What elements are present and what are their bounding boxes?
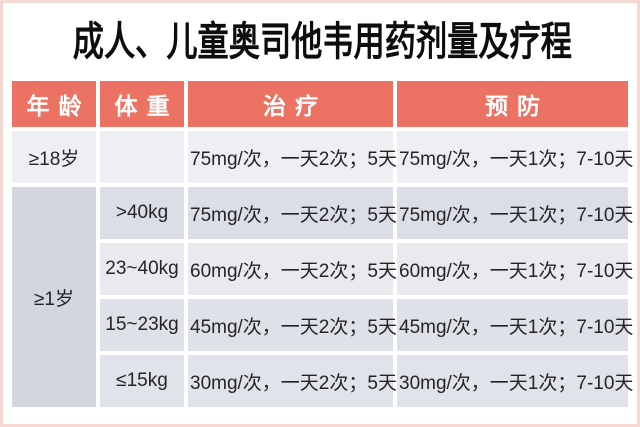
table-row: ≤15kg 30mg/次，一天2次；5天 30mg/次，一天1次；7-10天	[12, 355, 633, 407]
treatment-cell: 60mg/次，一天2次；5天	[188, 243, 397, 295]
table-row: 23~40kg 60mg/次，一天2次；5天 60mg/次，一天1次；7-10天	[12, 243, 633, 295]
table-row: 15~23kg 45mg/次，一天2次；5天 45mg/次，一天1次；7-10天	[12, 299, 633, 351]
prevention-cell: 75mg/次，一天1次；7-10天	[397, 131, 633, 183]
prevention-cell: 45mg/次，一天1次；7-10天	[397, 299, 633, 351]
age-cell: ≥1岁	[12, 187, 96, 407]
prevention-cell: 75mg/次，一天1次；7-10天	[397, 187, 633, 239]
treatment-cell: 75mg/次，一天2次；5天	[188, 187, 397, 239]
age-cell: ≥18岁	[12, 131, 96, 183]
weight-cell: >40kg	[100, 187, 184, 239]
header-row: 年龄 体重 治疗 预防	[12, 81, 628, 127]
prevention-cell: 30mg/次，一天1次；7-10天	[397, 355, 633, 407]
column-header-prevention: 预防	[397, 81, 628, 127]
treatment-cell: 75mg/次，一天2次；5天	[188, 131, 397, 183]
dosage-table: 年龄 体重 治疗 预防 ≥18岁 75mg/次，一天2次；5天 75mg/次，一…	[8, 77, 633, 411]
table-row: ≥18岁 75mg/次，一天2次；5天 75mg/次，一天1次；7-10天	[12, 131, 633, 183]
column-header-treatment: 治疗	[188, 81, 393, 127]
weight-cell: 15~23kg	[100, 299, 184, 351]
column-header-age: 年龄	[12, 81, 96, 127]
weight-cell: 23~40kg	[100, 243, 184, 295]
prevention-cell: 60mg/次，一天1次；7-10天	[397, 243, 633, 295]
table-row: ≥1岁 >40kg 75mg/次，一天2次；5天 75mg/次，一天1次；7-1…	[12, 187, 633, 407]
page-title: 成人、儿童奥司他韦用药剂量及疗程	[72, 20, 572, 64]
weight-cell: ≤15kg	[100, 355, 184, 407]
treatment-cell: 30mg/次，一天2次；5天	[188, 355, 397, 407]
treatment-cell: 45mg/次，一天2次；5天	[188, 299, 397, 351]
weight-cell	[100, 131, 184, 183]
column-header-weight: 体重	[100, 81, 184, 127]
